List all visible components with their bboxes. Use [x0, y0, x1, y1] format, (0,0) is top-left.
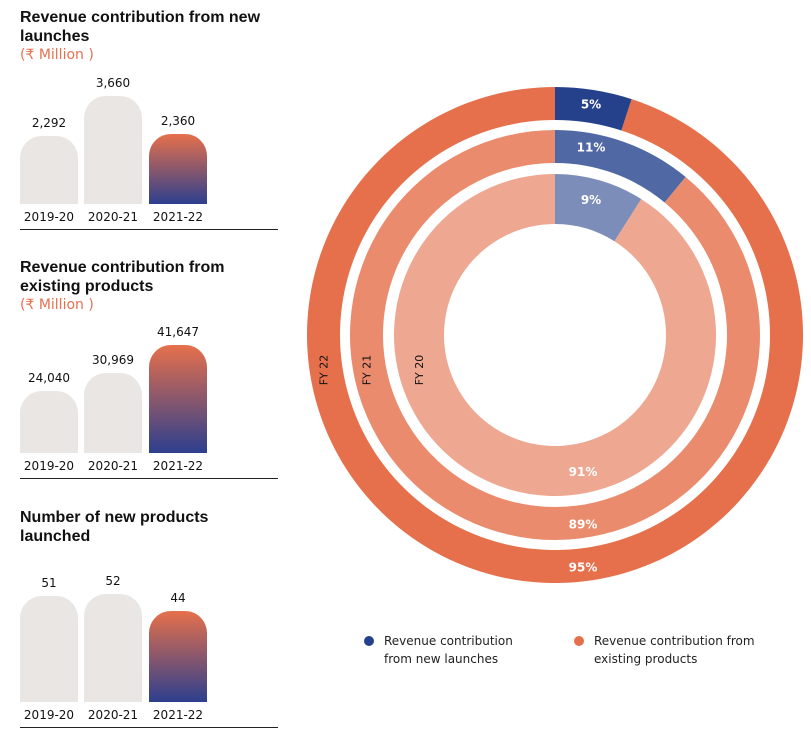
category-label: 2020-21: [87, 210, 139, 224]
bar-chart-panel: Revenue contribution from existing produ…: [20, 258, 278, 479]
data-label: 2,360: [160, 114, 196, 129]
segment-existing-products: [394, 174, 717, 496]
category-label: 2021-22: [152, 708, 204, 722]
ring-year-label: FY 20: [413, 355, 426, 386]
bar-chart-panel: Revenue contribution from new launches (₹…: [20, 8, 278, 230]
category-label: 2019-20: [23, 708, 75, 722]
chart-title: Revenue contribution from new launches: [20, 9, 261, 45]
bar: [149, 610, 207, 702]
legend-item-existing-products: Revenue contribution from existing produ…: [574, 632, 764, 668]
data-label: 24,040: [28, 370, 70, 385]
legend-label: Revenue contribution from existing produ…: [594, 634, 755, 666]
data-label: 30,969: [92, 352, 134, 367]
existing-products-pct-label: 91%: [569, 465, 598, 479]
data-label: 41,647: [157, 325, 199, 339]
data-label: 2,292: [31, 116, 67, 131]
new-launches-pct-label: 5%: [581, 98, 601, 112]
legend-item-new-launches: Revenue contribution from new launches: [364, 632, 544, 668]
baseline-rule: [20, 229, 278, 230]
bar: [20, 596, 78, 702]
new-launches-pct-label: 9%: [581, 193, 601, 207]
bar: [84, 96, 142, 204]
bar-chart-panel: Number of new products launched 51 2019-20…: [20, 508, 278, 728]
category-label: 2019-20: [23, 459, 75, 473]
segment-new-launches: [555, 87, 632, 131]
data-label: 44: [170, 590, 186, 605]
category-label: 2020-21: [87, 459, 139, 473]
bar: [84, 594, 142, 702]
chart-unit: (₹ Million ): [20, 47, 94, 63]
chart-title: Number of new products launched: [20, 509, 209, 545]
bar: [149, 134, 207, 204]
ring-year-label: FY 21: [361, 355, 374, 386]
data-label: 3,660: [95, 76, 131, 90]
bar: [20, 390, 78, 453]
existing-products-pct-label: 89%: [569, 518, 598, 532]
baseline-rule: [20, 478, 278, 479]
legend-swatch: [574, 636, 584, 646]
bar: [20, 136, 78, 204]
chart-unit: (₹ Million ): [20, 297, 94, 313]
legend-swatch: [364, 636, 374, 646]
new-launches-pct-label: 11%: [577, 141, 606, 155]
category-label: 2019-20: [23, 210, 75, 224]
category-label: 2021-22: [152, 459, 204, 473]
data-label: 51: [41, 576, 57, 591]
segment-new-launches: [555, 130, 686, 203]
category-label: 2021-22: [152, 210, 204, 224]
bar: [149, 345, 207, 453]
legend-label: Revenue contribution from new launches: [384, 634, 513, 666]
ring-year-label: FY 22: [318, 355, 331, 386]
chart-title: Revenue contribution from existing produ…: [20, 259, 225, 295]
existing-products-pct-label: 95%: [569, 561, 598, 575]
bar: [84, 372, 142, 453]
segment-new-launches: [555, 174, 642, 242]
category-label: 2020-21: [87, 708, 139, 722]
baseline-rule: [20, 727, 278, 728]
data-label: 52: [105, 574, 121, 588]
